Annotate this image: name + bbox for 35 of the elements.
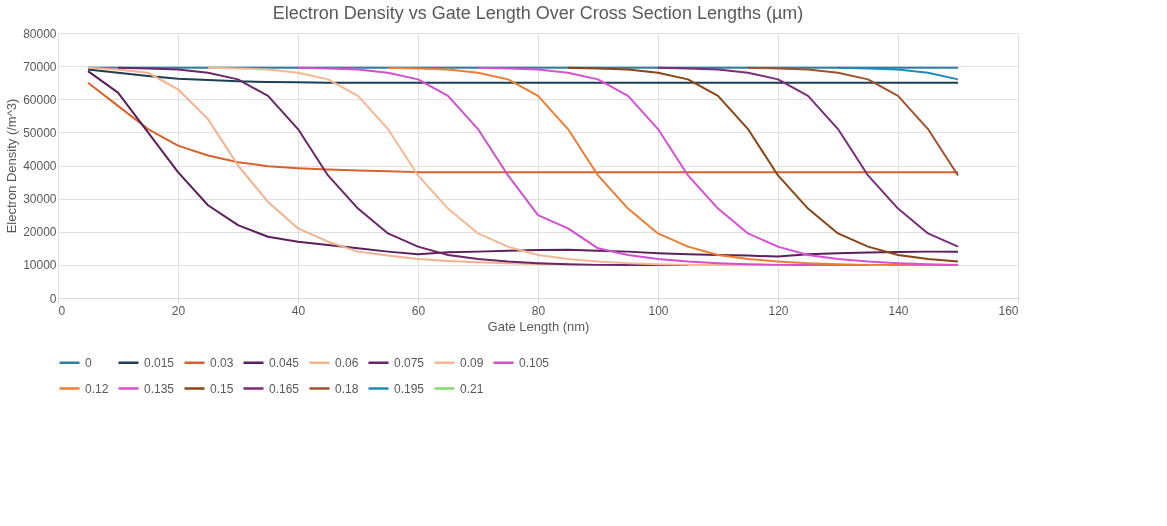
legend-label: 0.12	[85, 381, 109, 396]
x-tick-label: 100	[648, 303, 669, 318]
legend-label: 0.15	[210, 381, 234, 396]
legend-label: 0.045	[269, 355, 300, 370]
legend-label: 0.075	[394, 355, 425, 370]
y-tick-label: 50000	[23, 125, 57, 140]
y-tick-label: 20000	[23, 225, 57, 240]
chart-title: Electron Density vs Gate Length Over Cross Section Lengths (µm)	[272, 3, 804, 23]
x-tick-label: 60	[411, 303, 426, 318]
y-tick-label: 10000	[23, 258, 57, 273]
x-tick-label: 160	[998, 303, 1019, 318]
y-tick-label: 70000	[23, 59, 57, 74]
legend-label: 0.06	[335, 355, 359, 370]
y-tick-label: 0	[49, 291, 57, 306]
legend-label: 0.105	[519, 355, 550, 370]
y-tick-label: 40000	[23, 159, 57, 173]
legend-label: 0.21	[460, 381, 484, 396]
x-tick-label: 140	[888, 303, 909, 318]
x-tick-label: 120	[768, 303, 789, 318]
y-axis-title: Electron Density (/m^3)	[4, 98, 20, 234]
y-tick-label: 30000	[23, 192, 57, 207]
legend-label: 0.165	[269, 381, 300, 396]
legend-label: 0.135	[144, 381, 175, 396]
x-axis-title: Gate Length (nm)	[487, 318, 590, 334]
x-tick-label: 40	[291, 303, 306, 318]
legend-label: 0	[85, 355, 92, 370]
legend-label: 0.09	[460, 355, 484, 370]
y-tick-label: 60000	[23, 92, 57, 107]
legend-label: 0.195	[394, 381, 425, 396]
x-tick-label: 20	[171, 303, 186, 318]
y-tick-label: 80000	[23, 26, 57, 41]
x-tick-label: 80	[531, 303, 546, 318]
legend-label: 0.18	[335, 381, 359, 396]
legend-label: 0.015	[144, 355, 175, 370]
legend-label: 0.03	[210, 355, 234, 370]
